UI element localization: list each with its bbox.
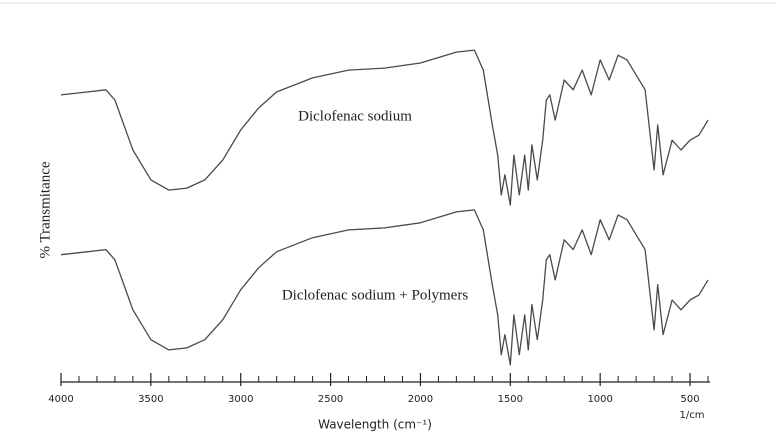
x-tick-label: 4000 (48, 394, 73, 405)
x-tick-label: 1500 (498, 394, 523, 405)
annotation: Diclofenac sodium + Polymers (282, 287, 469, 303)
x-unit-label: 1/cm (680, 410, 705, 421)
annotation: Diclofenac sodium (298, 108, 412, 124)
y-axis-label: % Transmitance (37, 161, 53, 258)
x-tick-label: 3500 (138, 394, 163, 405)
spectrum-line (60, 49, 709, 206)
x-tick-label: 500 (680, 394, 699, 405)
x-axis-label: Wavelength (cm⁻¹) (318, 418, 432, 432)
x-tick-label: 2000 (408, 394, 433, 405)
spectrum-line (60, 209, 709, 366)
x-tick-label: 2500 (318, 394, 343, 405)
x-tick-label: 1000 (587, 394, 612, 405)
x-tick-label: 3000 (228, 394, 253, 405)
